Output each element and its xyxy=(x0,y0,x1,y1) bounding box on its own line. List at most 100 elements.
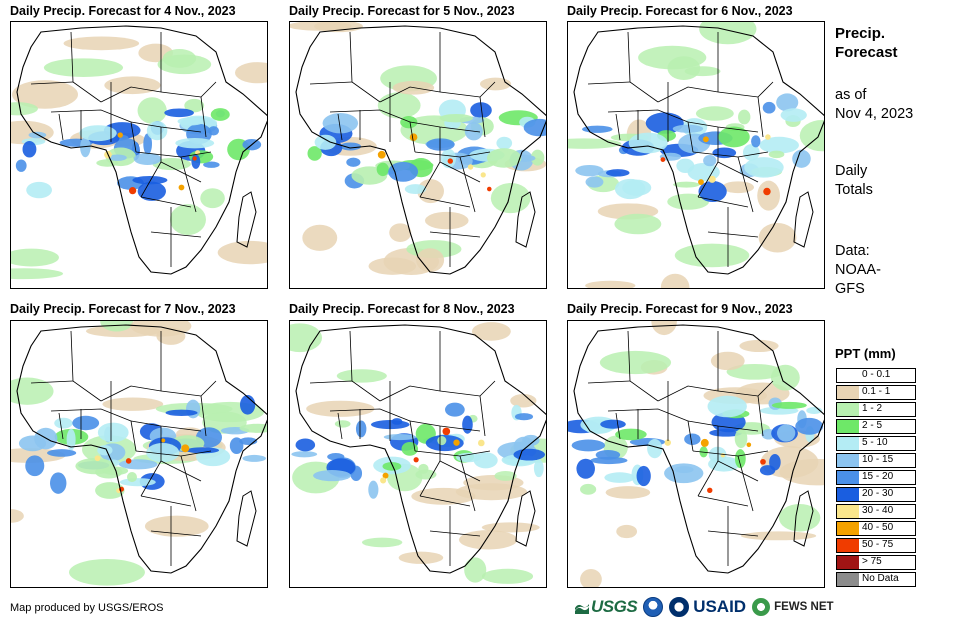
precip-cell xyxy=(513,448,545,461)
africa-map-svg xyxy=(290,22,546,288)
country-border xyxy=(409,420,416,452)
legend-item: > 75 xyxy=(836,554,916,571)
legend-item: 0.1 - 1 xyxy=(836,384,916,401)
country-border xyxy=(587,380,631,384)
precip-patch-light xyxy=(616,524,638,539)
legend-label: 20 - 30 xyxy=(862,488,894,499)
precip-patch-light xyxy=(416,248,445,273)
africa-map-svg xyxy=(568,321,824,587)
precip-cell xyxy=(776,93,799,112)
africa-outline xyxy=(16,324,267,574)
country-border xyxy=(419,460,441,497)
precip-patch-light xyxy=(510,394,537,408)
legend-swatch xyxy=(836,521,916,536)
daily-line1: Daily xyxy=(835,163,868,179)
country-border xyxy=(180,455,197,512)
madagascar-outline xyxy=(515,490,536,547)
precip-cell xyxy=(400,116,418,129)
precip-cell xyxy=(486,148,522,168)
precip-patch-light xyxy=(458,530,518,550)
country-border xyxy=(459,455,476,512)
country-border xyxy=(58,113,64,141)
precip-cell xyxy=(229,437,244,455)
legend-label: 0.1 - 1 xyxy=(862,386,891,397)
precip-cell xyxy=(768,150,785,159)
precip-hotspot xyxy=(377,150,386,159)
precip-cell xyxy=(795,417,824,435)
africa-outline xyxy=(295,25,546,275)
country-border xyxy=(50,408,132,422)
africa-map-svg xyxy=(11,321,267,587)
precip-cell xyxy=(184,98,205,113)
precip-cell xyxy=(295,438,316,452)
precip-cell xyxy=(383,433,417,441)
precip-hotspot xyxy=(447,158,453,164)
precip-cell xyxy=(698,180,727,203)
precip-hotspot xyxy=(698,179,704,185)
data-line1: Data: xyxy=(835,243,870,259)
precip-patch-light xyxy=(568,138,622,149)
country-border xyxy=(130,420,137,452)
precip-patch-light xyxy=(217,240,267,265)
precip-cell xyxy=(590,456,628,465)
precip-patch-light xyxy=(799,120,824,152)
country-border xyxy=(717,161,759,183)
precip-patch-light xyxy=(424,211,469,230)
precip-map xyxy=(10,21,268,289)
country-border xyxy=(140,161,162,198)
precip-patch-light xyxy=(660,273,690,288)
precip-patch-light xyxy=(585,280,636,288)
precip-cell xyxy=(164,108,194,118)
precip-hotspot xyxy=(94,455,101,462)
legend-label: 0 - 0.1 xyxy=(862,369,891,380)
precip-cell xyxy=(307,146,322,161)
madagascar-outline xyxy=(236,191,257,248)
legend-swatch xyxy=(836,402,916,417)
precip-cell xyxy=(734,428,748,449)
country-border xyxy=(130,121,137,153)
precip-cell xyxy=(102,466,129,476)
precip-cell xyxy=(97,422,129,443)
country-border xyxy=(30,81,74,85)
precip-cell xyxy=(175,137,215,149)
precip-hotspot xyxy=(178,184,185,191)
side-title-line2: Forecast xyxy=(835,44,898,61)
precip-patch-light xyxy=(100,321,134,332)
country-border xyxy=(419,196,471,208)
precip-patch-light xyxy=(63,36,140,51)
precip-cell xyxy=(203,161,220,168)
map-title: Daily Precip. Forecast for 7 Nov., 2023 xyxy=(10,302,236,316)
precip-cell xyxy=(684,433,701,445)
precip-cell xyxy=(242,454,267,462)
precip-hotspot xyxy=(700,438,709,447)
precip-cell xyxy=(462,415,473,434)
country-border xyxy=(687,420,694,452)
precip-patch-light xyxy=(11,509,24,523)
precip-cell xyxy=(239,423,267,433)
as-of-date: as of Nov 4, 2023 xyxy=(835,86,913,124)
precip-cell xyxy=(137,181,166,201)
legend-item: 5 - 10 xyxy=(836,435,916,452)
precip-cell xyxy=(514,413,534,421)
country-border xyxy=(439,161,481,183)
precip-map xyxy=(567,320,825,588)
precip-cell xyxy=(95,482,125,499)
legend-item: 40 - 50 xyxy=(836,520,916,537)
africa-map-svg xyxy=(290,321,546,587)
madagascar-outline xyxy=(793,490,814,547)
precip-hotspot xyxy=(125,458,132,464)
precip-patch-light xyxy=(130,321,192,337)
precip-patch-light xyxy=(361,537,403,548)
precip-cell xyxy=(97,445,113,456)
precip-cell xyxy=(401,441,419,456)
precip-patch-light xyxy=(695,106,734,121)
precip-patch-light xyxy=(490,183,531,214)
precip-map xyxy=(567,21,825,289)
precip-patch-light xyxy=(11,377,54,405)
legend-label: 15 - 20 xyxy=(862,471,894,482)
precip-cell xyxy=(152,158,191,171)
country-border xyxy=(707,530,759,537)
precip-cell xyxy=(615,428,647,441)
legend-label: 50 - 75 xyxy=(862,539,894,550)
legend-item: 2 - 5 xyxy=(836,418,916,435)
